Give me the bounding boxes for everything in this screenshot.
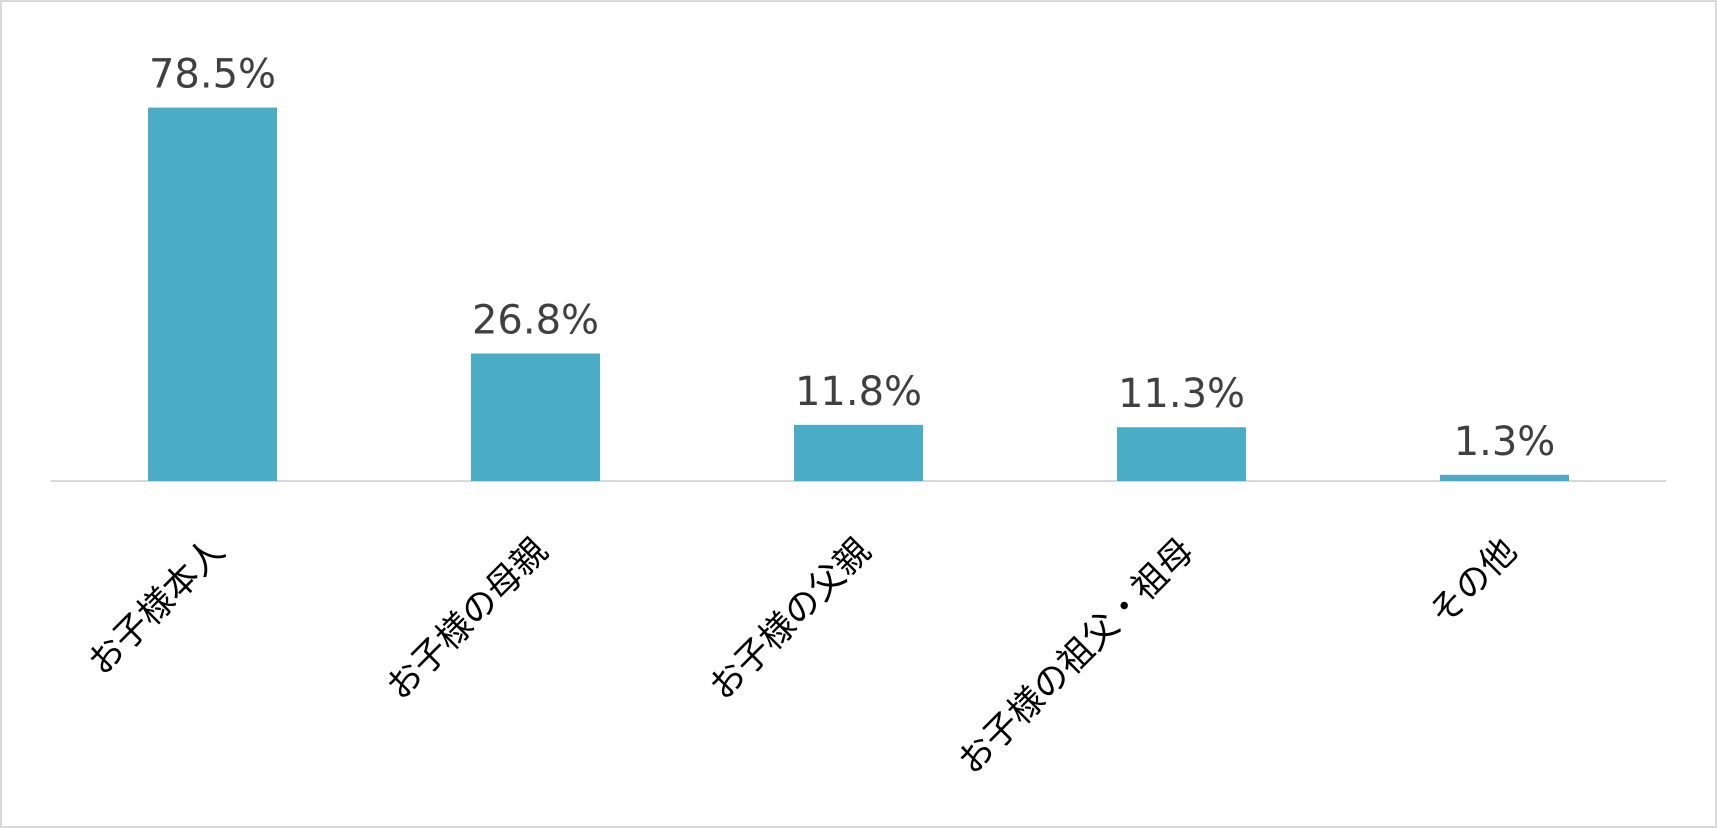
value-label: 78.5%: [149, 52, 276, 98]
value-label: 11.3%: [1118, 371, 1245, 417]
bar: [471, 353, 600, 481]
bar: [148, 107, 277, 481]
value-label: 1.3%: [1454, 419, 1556, 465]
bar: [1117, 427, 1246, 481]
bar: [794, 424, 923, 481]
value-label: 11.8%: [795, 369, 922, 415]
bar: [1440, 474, 1569, 481]
value-label: 26.8%: [472, 298, 599, 344]
